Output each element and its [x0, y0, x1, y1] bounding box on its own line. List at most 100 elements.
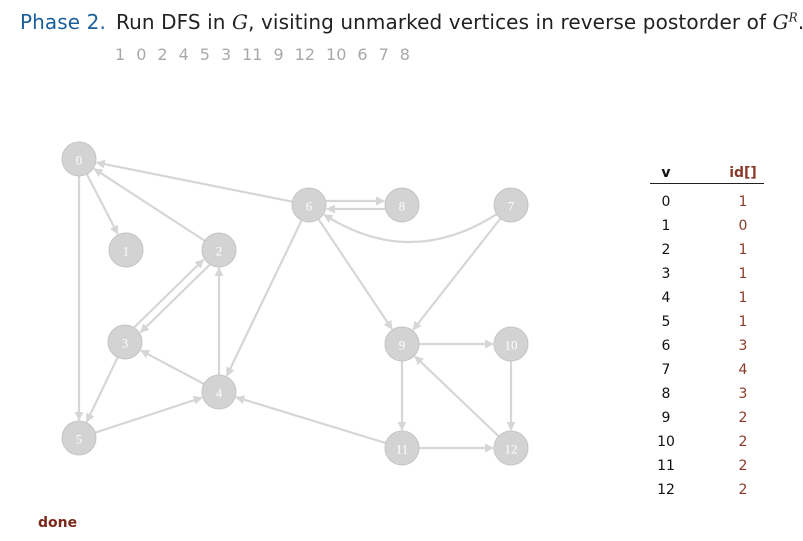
vertex-label: 4: [216, 386, 223, 401]
header-v: v: [661, 165, 671, 181]
vertex-label: 1: [123, 244, 130, 259]
vertex-cell: 11: [657, 458, 675, 474]
edge-2-3: [139, 263, 211, 334]
vertex-label: 3: [122, 336, 129, 351]
edge-11-4: [235, 395, 387, 445]
vertex-cell: 9: [661, 410, 671, 426]
vertex-circle: [493, 326, 529, 362]
order-item: 7: [378, 45, 389, 64]
vertex-cell: 1: [661, 218, 671, 234]
component-id-cell: 1: [738, 242, 748, 258]
graph-symbol-g: G: [231, 10, 249, 34]
id-table-body: 0 1 1 0 2 1 3 1 4 1 5 1 6 3 7 4 8 3 9 2 10 2 11 2 12 2: [650, 184, 764, 503]
title-text-3: .: [798, 10, 803, 34]
order-item: 12: [294, 45, 316, 64]
edge-3-2: [133, 258, 205, 329]
component-id-cell: 0: [738, 218, 748, 234]
order-item: 11: [242, 45, 263, 64]
edge-7-6: [323, 213, 498, 244]
id-table: v id[] 0 1 1 0 2 1 3 1 4 1 5 1 6 3 7 4 8 3 9 2 10 2 11 2 12 2: [650, 163, 764, 502]
vertex-label: 0: [76, 153, 83, 168]
title-text-1: Run DFS in: [115, 10, 232, 34]
vertex-5: 5: [61, 420, 97, 456]
order-item: 9: [273, 45, 284, 64]
edge-6-9: [317, 218, 393, 330]
edge-5-4: [94, 395, 203, 434]
vertex-circle: [108, 232, 144, 268]
vertex-label: 9: [399, 338, 406, 353]
edge-3-5: [85, 356, 119, 423]
vertex-circle: [61, 420, 97, 456]
vertex-cell: 0: [661, 194, 671, 210]
vertex-2: 2: [201, 232, 237, 268]
vertex-label: 11: [396, 442, 409, 457]
edge-6-4: [225, 219, 303, 377]
header-id: id[]: [729, 165, 757, 181]
component-id-cell: 2: [738, 482, 748, 498]
component-id-cell: 1: [738, 266, 748, 282]
edge-7-9: [412, 217, 502, 331]
vertex-circle: [201, 374, 237, 410]
vertex-cell: 6: [661, 338, 671, 354]
vertex-circle: [384, 326, 420, 362]
component-id-cell: 1: [738, 314, 748, 330]
vertex-0: 0: [61, 141, 97, 177]
title-text-2: , visiting unmarked vertices in reverse …: [248, 10, 773, 34]
component-id-cell: 2: [738, 434, 748, 450]
vertex-4: 4: [201, 374, 237, 410]
table-row: 10 2: [650, 430, 764, 454]
vertex-11: 11: [384, 430, 420, 466]
component-id-cell: 2: [738, 458, 748, 474]
vertex-circle: [61, 141, 97, 177]
component-id-cell: 2: [738, 410, 748, 426]
vertex-circle: [201, 232, 237, 268]
graph-symbol-gr-sup: R: [788, 10, 798, 25]
vertex-circle: [493, 430, 529, 466]
vertex-cell: 10: [657, 434, 675, 450]
edge-4-3: [140, 349, 205, 385]
status-text: done: [38, 515, 78, 531]
order-item: 6: [357, 45, 368, 64]
component-id-cell: 4: [738, 362, 748, 378]
vertex-7: 7: [493, 187, 529, 223]
vertex-cell: 2: [661, 242, 671, 258]
vertex-1: 1: [108, 232, 144, 268]
table-row: 12 2: [650, 478, 764, 502]
vertex-cell: 5: [661, 314, 671, 330]
order-item: 3: [220, 45, 232, 64]
vertex-10: 10: [493, 326, 529, 362]
order-item: 1: [115, 45, 126, 64]
edge-6-0: [95, 159, 293, 203]
reverse-postorder-sequence: 1 0 2 4 5 3 11 9 12 10 6 7 8: [115, 45, 421, 64]
vertex-3: 3: [107, 324, 143, 360]
edge-0-1: [85, 173, 119, 235]
table-row: 11 2: [650, 454, 764, 478]
vertex-6: 6: [291, 187, 327, 223]
order-item: 0: [136, 45, 147, 64]
vertex-8: 8: [384, 187, 420, 223]
vertex-circle: [384, 430, 420, 466]
vertex-label: 5: [76, 432, 83, 447]
vertex-cell: 7: [661, 362, 671, 378]
component-id-cell: 1: [738, 194, 748, 210]
vertex-circle: [107, 324, 143, 360]
vertex-label: 8: [399, 199, 406, 214]
vertex-circle: [493, 187, 529, 223]
vertex-label: 12: [505, 442, 518, 457]
component-id-cell: 3: [738, 338, 748, 354]
order-item: 5: [199, 45, 210, 64]
order-item: 2: [157, 45, 168, 64]
vertex-12: 12: [493, 430, 529, 466]
vertex-label: 7: [508, 199, 515, 214]
vertex-label: 2: [216, 244, 223, 259]
component-id-cell: 1: [738, 290, 748, 306]
graph-symbol-gr-base: G: [772, 10, 789, 34]
